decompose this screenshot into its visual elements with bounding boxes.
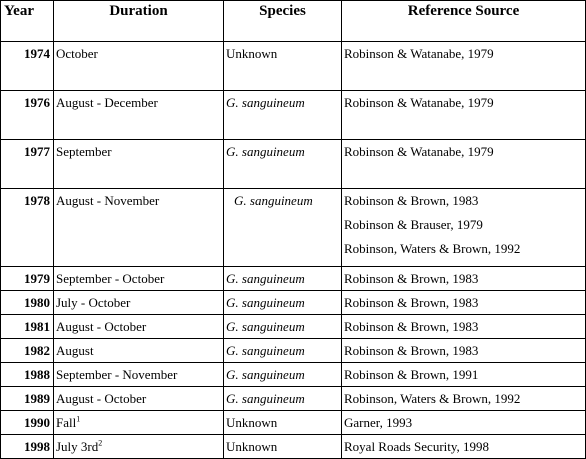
- duration-cell: August: [53, 338, 224, 363]
- reference-line: Robinson, Waters & Brown, 1992: [344, 241, 521, 256]
- duration-cell: July 3rd2: [53, 434, 224, 459]
- footnote-marker: 2: [98, 438, 103, 448]
- duration-cell: October: [53, 41, 224, 91]
- year-cell: 1998: [0, 434, 54, 459]
- table-row: 1977 September G. sanguineum Robinson & …: [0, 139, 586, 189]
- reference-cell: Robinson & Watanabe, 1979: [341, 90, 586, 140]
- reference-cell: Robinson & Brown, 1983: [341, 338, 586, 363]
- species-cell: Unknown: [223, 41, 342, 91]
- reference-cell: Robinson & Watanabe, 1979: [341, 139, 586, 189]
- duration-cell: August - October: [53, 314, 224, 339]
- table-row: 1978 August - November G. sanguineum Rob…: [0, 188, 586, 267]
- reference-line: Robinson & Brown, 1983: [344, 193, 479, 208]
- year-cell: 1980: [0, 290, 54, 315]
- table-row: 1974 October Unknown Robinson & Watanabe…: [0, 41, 586, 91]
- year-cell: 1978: [0, 188, 54, 267]
- year-cell: 1988: [0, 362, 54, 387]
- species-cell: G. sanguineum: [223, 290, 342, 315]
- reference-cell: Robinson & Brown, 1983 Robinson & Brause…: [341, 188, 586, 267]
- table-row: 1982 August G. sanguineum Robinson & Bro…: [0, 338, 586, 363]
- species-cell: Unknown: [223, 434, 342, 459]
- reference-cell: Royal Roads Security, 1998: [341, 434, 586, 459]
- species-cell: G. sanguineum: [223, 386, 342, 411]
- duration-cell: August - October: [53, 386, 224, 411]
- duration-cell: Fall1: [53, 410, 224, 435]
- reference-list: Robinson & Brown, 1983 Robinson & Brause…: [344, 190, 583, 256]
- duration-cell: July - October: [53, 290, 224, 315]
- duration-cell: September - November: [53, 362, 224, 387]
- table-row: 1980 July - October G. sanguineum Robins…: [0, 290, 586, 315]
- table-row: 1990 Fall1 Unknown Garner, 1993: [0, 410, 586, 435]
- header-duration: Duration: [53, 0, 224, 42]
- duration-cell: September - October: [53, 266, 224, 291]
- duration-cell: August - December: [53, 90, 224, 140]
- table-body: 1974 October Unknown Robinson & Watanabe…: [0, 41, 586, 459]
- table-row: 1979 September - October G. sanguineum R…: [0, 266, 586, 291]
- reference-cell: Robinson & Brown, 1983: [341, 290, 586, 315]
- reference-cell: Robinson & Brown, 1983: [341, 266, 586, 291]
- species-cell: G. sanguineum: [223, 139, 342, 189]
- table-row: 1976 August - December G. sanguineum Rob…: [0, 90, 586, 140]
- duration-text: Fall: [56, 415, 77, 430]
- species-cell: G. sanguineum: [223, 314, 342, 339]
- header-reference-source: Reference Source: [341, 0, 586, 42]
- species-cell: G. sanguineum: [223, 188, 342, 267]
- reference-cell: Garner, 1993: [341, 410, 586, 435]
- reference-cell: Robinson & Brown, 1983: [341, 314, 586, 339]
- reference-cell: Robinson, Waters & Brown, 1992: [341, 386, 586, 411]
- year-cell: 1981: [0, 314, 54, 339]
- table-row: 1981 August - October G. sanguineum Robi…: [0, 314, 586, 339]
- species-cell: G. sanguineum: [223, 90, 342, 140]
- year-cell: 1979: [0, 266, 54, 291]
- header-species: Species: [223, 0, 342, 42]
- year-cell: 1990: [0, 410, 54, 435]
- duration-text: July 3rd: [56, 439, 99, 454]
- year-cell: 1977: [0, 139, 54, 189]
- year-cell: 1974: [0, 41, 54, 91]
- header-row: Year Duration Species Reference Source: [0, 0, 586, 42]
- duration-cell: September: [53, 139, 224, 189]
- year-cell: 1976: [0, 90, 54, 140]
- table-row: 1998 July 3rd2 Unknown Royal Roads Secur…: [0, 434, 586, 459]
- reference-cell: Robinson & Brown, 1991: [341, 362, 586, 387]
- species-cell: G. sanguineum: [223, 338, 342, 363]
- year-cell: 1982: [0, 338, 54, 363]
- header-year: Year: [0, 0, 54, 42]
- duration-cell: August - November: [53, 188, 224, 267]
- reference-cell: Robinson & Watanabe, 1979: [341, 41, 586, 91]
- species-cell: G. sanguineum: [223, 266, 342, 291]
- footnote-marker: 1: [76, 414, 81, 424]
- species-cell: G. sanguineum: [223, 362, 342, 387]
- year-cell: 1989: [0, 386, 54, 411]
- reference-line: Robinson & Brauser, 1979: [344, 217, 483, 232]
- table-row: 1989 August - October G. sanguineum Robi…: [0, 386, 586, 411]
- species-cell: Unknown: [223, 410, 342, 435]
- table-row: 1988 September - November G. sanguineum …: [0, 362, 586, 387]
